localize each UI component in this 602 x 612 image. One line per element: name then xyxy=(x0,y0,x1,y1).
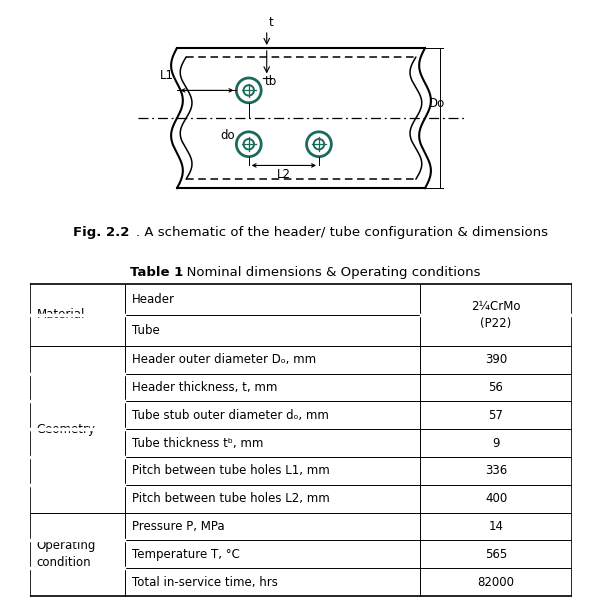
Text: Tube: Tube xyxy=(132,324,160,337)
Text: Material: Material xyxy=(37,308,85,321)
Text: 57: 57 xyxy=(489,409,503,422)
Text: L1: L1 xyxy=(160,69,174,82)
Text: 56: 56 xyxy=(489,381,503,394)
Text: Geometry: Geometry xyxy=(37,423,96,436)
Text: do: do xyxy=(220,129,235,141)
Text: 390: 390 xyxy=(485,353,507,366)
Text: . A schematic of the header/ tube configuration & dimensions: . A schematic of the header/ tube config… xyxy=(136,226,548,239)
Text: 336: 336 xyxy=(485,465,507,477)
Text: Header: Header xyxy=(132,293,175,306)
Text: Temperature T, °C: Temperature T, °C xyxy=(132,548,240,561)
Text: Tube thickness tᵇ, mm: Tube thickness tᵇ, mm xyxy=(132,436,263,450)
Text: 565: 565 xyxy=(485,548,507,561)
Text: 14: 14 xyxy=(489,520,503,533)
Text: Fig. 2.2: Fig. 2.2 xyxy=(73,226,130,239)
Text: Header outer diameter Dₒ, mm: Header outer diameter Dₒ, mm xyxy=(132,353,316,366)
Text: 82000: 82000 xyxy=(477,576,515,589)
Text: Pitch between tube holes L1, mm: Pitch between tube holes L1, mm xyxy=(132,465,330,477)
Text: Total in-service time, hrs: Total in-service time, hrs xyxy=(132,576,278,589)
Text: Tube stub outer diameter dₒ, mm: Tube stub outer diameter dₒ, mm xyxy=(132,409,329,422)
Text: Pressure P, MPa: Pressure P, MPa xyxy=(132,520,225,533)
Text: : Nominal dimensions & Operating conditions: : Nominal dimensions & Operating conditi… xyxy=(178,266,480,279)
Text: Pitch between tube holes L2, mm: Pitch between tube holes L2, mm xyxy=(132,492,330,506)
Text: t: t xyxy=(268,16,273,29)
Text: Header thickness, t, mm: Header thickness, t, mm xyxy=(132,381,278,394)
Text: Table 1: Table 1 xyxy=(131,266,184,279)
Text: Operating
condition: Operating condition xyxy=(37,539,96,569)
Text: Do: Do xyxy=(429,97,445,110)
Text: 9: 9 xyxy=(492,436,500,450)
Text: L2: L2 xyxy=(277,168,291,181)
Text: 2¼CrMo
(P22): 2¼CrMo (P22) xyxy=(471,300,521,330)
Text: tb: tb xyxy=(264,75,277,88)
Text: 400: 400 xyxy=(485,492,507,506)
